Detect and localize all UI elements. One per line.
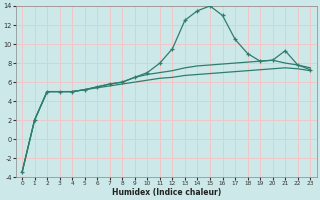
X-axis label: Humidex (Indice chaleur): Humidex (Indice chaleur) (111, 188, 221, 197)
